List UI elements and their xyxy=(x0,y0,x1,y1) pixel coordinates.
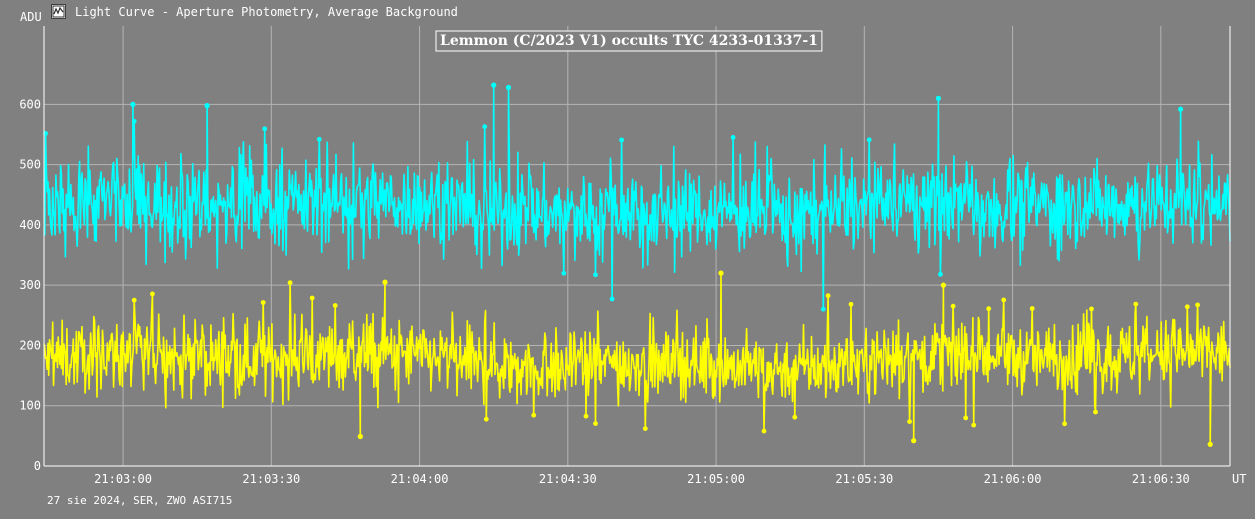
background-series-point xyxy=(309,295,315,301)
background-series-extreme-point xyxy=(357,433,363,440)
star-series-point xyxy=(262,126,268,132)
background-series-point xyxy=(963,415,969,421)
background-series-extreme-point xyxy=(1207,441,1213,447)
background-series-point xyxy=(150,291,155,297)
background-series-point xyxy=(1062,421,1067,427)
chart-window-icon[interactable] xyxy=(51,4,66,19)
background-series-point xyxy=(848,301,854,307)
y-tick-label: 100 xyxy=(19,399,41,413)
x-tick-label: 21:04:30 xyxy=(539,472,597,486)
y-tick-label: 0 xyxy=(34,459,41,473)
background-series-point xyxy=(761,428,767,434)
star-series-point xyxy=(593,272,598,278)
background-series-point xyxy=(131,297,137,303)
x-tick-label: 21:03:30 xyxy=(242,472,300,486)
background-series-point xyxy=(1184,304,1190,310)
star-series-extreme-point xyxy=(1178,106,1184,112)
star-series-point xyxy=(730,135,736,140)
x-tick-label: 21:04:00 xyxy=(391,472,449,486)
star-series-extreme-point xyxy=(491,82,497,88)
background-series-point xyxy=(583,413,589,419)
star-series-line xyxy=(43,84,1231,310)
background-series-point xyxy=(1133,301,1139,307)
star-series-extreme-point xyxy=(204,103,210,109)
x-tick-label: 21:05:30 xyxy=(835,472,893,486)
background-series-point xyxy=(483,416,489,422)
chart-title: Lemmon (C/2023 V1) occults TYC 4233-0133… xyxy=(440,33,818,49)
star-series-point xyxy=(561,270,567,276)
star-series-point xyxy=(609,296,615,302)
background-series-point xyxy=(1093,409,1098,415)
star-series-point xyxy=(482,124,488,130)
background-series-point xyxy=(986,306,992,312)
background-series-extreme-point xyxy=(382,279,388,285)
background-series-point xyxy=(1029,306,1035,311)
window-header: Light Curve - Aperture Photometry, Avera… xyxy=(0,0,1255,24)
y-tick-label: 300 xyxy=(19,278,41,292)
background-series-point xyxy=(1195,302,1200,308)
x-tick-label: 21:05:00 xyxy=(687,472,745,486)
plot-frame xyxy=(43,26,1231,467)
star-series-point xyxy=(866,137,872,143)
axis-labels: 0 100 200 300 400 500 600 21:03:00 21:03:30 21:04… xyxy=(19,10,1246,486)
y-tick-label: 200 xyxy=(19,338,41,352)
background-series-extreme-point xyxy=(940,282,947,288)
background-series-point xyxy=(593,421,598,426)
y-tick-label: 500 xyxy=(19,158,41,172)
x-axis-label: UT xyxy=(1232,472,1246,486)
x-tick-label: 21:06:00 xyxy=(984,472,1042,486)
background-series-point xyxy=(1089,306,1094,312)
y-tick-label: 400 xyxy=(19,218,41,232)
star-series-extreme-point xyxy=(130,101,136,107)
window-title: Light Curve - Aperture Photometry, Avera… xyxy=(75,5,458,19)
background-series-extreme-point xyxy=(718,270,724,276)
background-series-point xyxy=(971,422,977,428)
background-series-point xyxy=(1001,297,1007,303)
background-series-point xyxy=(287,280,293,286)
background-series-point xyxy=(260,300,266,305)
background-series-point xyxy=(332,303,338,308)
star-series-point xyxy=(820,306,826,312)
background-series-point xyxy=(825,293,831,299)
background-series-point xyxy=(950,303,956,309)
star-series-point xyxy=(619,137,624,143)
star-series-extreme-point xyxy=(505,84,512,91)
background-series-point xyxy=(907,419,912,424)
background-series-line xyxy=(43,272,1231,446)
background-series-plot xyxy=(43,270,1231,447)
y-axis-label: ADU xyxy=(20,10,42,24)
chart-grid xyxy=(44,26,1230,466)
chart-title-box: Lemmon (C/2023 V1) occults TYC 4233-0133… xyxy=(435,30,823,52)
background-series-point xyxy=(531,412,537,418)
background-series-point xyxy=(792,414,798,420)
star-series-extreme-point xyxy=(935,95,942,101)
y-tick-label: 600 xyxy=(19,97,41,111)
star-series-point xyxy=(316,136,322,142)
background-series-extreme-point xyxy=(911,438,917,444)
star-series-point xyxy=(131,118,137,124)
x-tick-label: 21:06:30 xyxy=(1132,472,1190,486)
x-tick-label: 21:03:00 xyxy=(94,472,152,486)
session-info: 27 sie 2024, SER, ZWO ASI715 xyxy=(47,494,233,507)
background-series-point xyxy=(642,426,648,431)
star-series-plot xyxy=(43,82,1231,312)
star-series-point xyxy=(938,271,943,277)
